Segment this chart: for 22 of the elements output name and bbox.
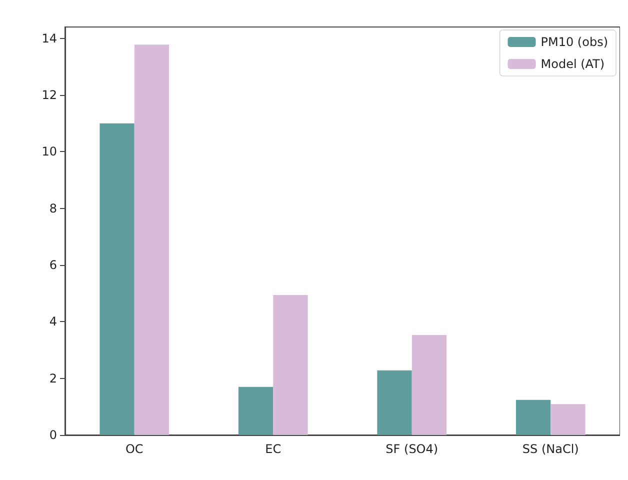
bar [273, 295, 308, 435]
bar [377, 370, 412, 435]
y-tick-label: 4 [49, 314, 57, 329]
y-tick-label: 14 [42, 31, 57, 46]
y-tick-label: 2 [49, 371, 57, 386]
x-tick-label: EC [265, 442, 282, 456]
bar [412, 334, 447, 435]
y-tick-label: 8 [49, 201, 57, 216]
x-tick-label: SS (NaCl) [522, 442, 579, 456]
bar [516, 400, 551, 435]
legend-label: Model (AT) [540, 57, 605, 71]
x-tick-label: SF (SO4) [386, 442, 438, 456]
y-tick-label: 6 [49, 258, 57, 272]
bar [100, 123, 134, 435]
x-tick-label: OC [125, 442, 144, 456]
bar [550, 404, 586, 435]
y-tick-label: 0 [49, 428, 57, 442]
bar [134, 44, 170, 435]
y-tick-label: 10 [42, 144, 57, 159]
legend-label: PM10 (obs) [540, 35, 608, 49]
bar [238, 386, 274, 435]
y-tick-label: 12 [42, 88, 57, 102]
